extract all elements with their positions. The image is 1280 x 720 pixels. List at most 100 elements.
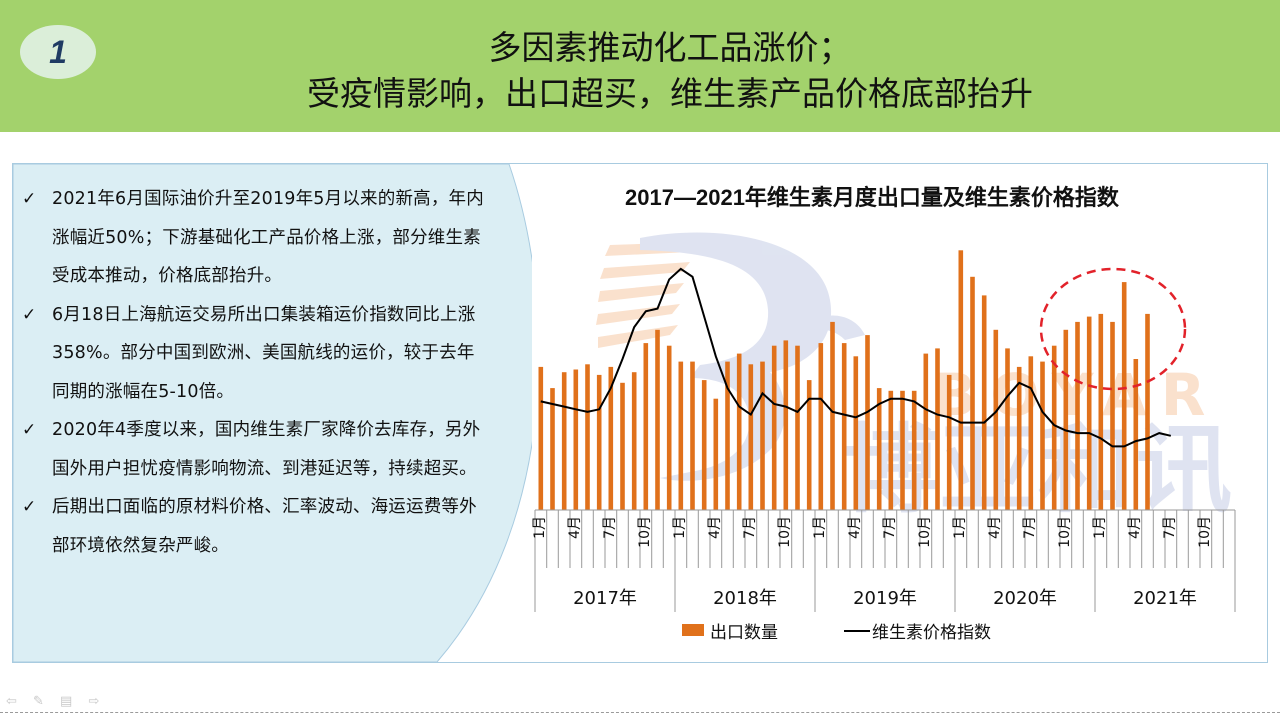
bar [736, 353, 742, 510]
bar [655, 329, 660, 510]
bullet-item: ✓ 2020年4季度以来，国内维生素厂家降价去库存，另外国外用户担忧疫情影响物流、… [22, 411, 492, 488]
bar [1086, 316, 1092, 510]
bar [865, 335, 870, 510]
year-label: 2020年 [993, 588, 1057, 609]
bar [876, 388, 882, 510]
month-tick-label: 10月 [637, 516, 653, 548]
bullet-text: 2020年4季度以来，国内维生素厂家降价去库存，另外国外用户担忧疫情影响物流、到… [52, 420, 481, 479]
month-tick-label: 10月 [777, 516, 793, 548]
bar [1133, 359, 1139, 510]
check-icon: ✓ [22, 189, 37, 209]
bar [1098, 313, 1104, 510]
month-tick-label: 4月 [987, 516, 1003, 539]
bar [608, 366, 614, 510]
month-tick-label: 7月 [742, 516, 758, 539]
legend-bar-label: 出口数量 [710, 623, 778, 643]
month-tick-label: 1月 [672, 516, 688, 539]
bar [1005, 348, 1010, 510]
bullet-item: ✓ 后期出口面临的原材料价格、汇率波动、海运运费等外部环境依然复杂严峻。 [22, 488, 492, 565]
month-tick-label: 10月 [917, 516, 933, 548]
check-icon: ✓ [22, 420, 37, 440]
bar [1145, 313, 1150, 510]
header-banner: 1 多因素推动化工品涨价； 受疫情影响，出口超买，维生素产品价格底部抬升 [0, 0, 1280, 132]
bottom-divider [0, 712, 1280, 713]
x-axis: 1月 4月 7月 10月 2017年 1月 4月 7月 10月 2018年 1月 4月 7月 10月 201… [532, 509, 1236, 612]
bar [853, 356, 859, 510]
bar [573, 369, 579, 510]
legend-bar-swatch [682, 624, 704, 636]
bar [1063, 329, 1069, 510]
bar [1051, 345, 1057, 510]
bar [1016, 366, 1022, 510]
bar [561, 372, 567, 510]
chart-title: 2017—2021年维生素月度出口量及维生素价格指数 [625, 185, 1120, 210]
bar [760, 361, 765, 510]
bar [981, 295, 987, 510]
slide-number-badge: 1 [20, 25, 96, 79]
legend-line-label: 维生素价格指数 [872, 623, 991, 643]
bar [585, 364, 590, 511]
month-tick-label: 7月 [1162, 516, 1178, 539]
bullet-item: ✓ 6月18日上海航运交易所出口集装箱运价指数同比上涨358%。部分中国到欧洲、美… [22, 296, 492, 412]
bullet-text: 2021年6月国际油价升至2019年5月以来的新高，年内涨幅近50%；下游基础化… [52, 189, 484, 286]
month-tick-label: 1月 [532, 516, 548, 539]
bar [1040, 361, 1045, 510]
bar [643, 343, 649, 510]
bar [946, 374, 952, 510]
month-tick-label: 7月 [882, 516, 898, 539]
year-label: 2019年 [853, 588, 917, 609]
month-tick-label: 10月 [1057, 516, 1073, 548]
bar [1028, 356, 1034, 510]
month-tick-label: 4月 [1127, 516, 1143, 539]
bar [970, 276, 975, 510]
bullet-text: 6月18日上海航运交易所出口集装箱运价指数同比上涨358%。部分中国到欧洲、美国… [52, 304, 476, 402]
year-label: 2021年 [1133, 588, 1197, 609]
check-icon: ✓ [22, 304, 37, 325]
bar [783, 340, 789, 510]
month-tick-label: 1月 [952, 516, 968, 539]
month-tick-label: 4月 [847, 516, 863, 539]
bar [888, 390, 894, 511]
bar [830, 321, 835, 510]
bar [1121, 282, 1127, 510]
slide-title-line2: 受疫情影响，出口超买，维生素产品价格底部抬升 [307, 74, 1033, 113]
bar [923, 353, 929, 510]
month-tick-label: 10月 [1197, 516, 1213, 548]
bar [841, 343, 847, 510]
bar [725, 361, 730, 510]
text-panel-background [12, 163, 532, 663]
bar [631, 372, 637, 510]
bar [818, 343, 824, 510]
bar [900, 390, 905, 511]
bullet-item: ✓ 2021年6月国际油价升至2019年5月以来的新高，年内涨幅近50%；下游基础… [22, 180, 492, 296]
bar [958, 250, 964, 511]
bar [701, 380, 707, 510]
bar [911, 390, 917, 511]
watermark-cn: 博亚和讯 [842, 414, 1234, 526]
month-tick-label: 4月 [707, 516, 723, 539]
slide-nav-icons[interactable]: ⇦ ✎ ▤ ⇨ [6, 694, 106, 709]
month-tick-label: 4月 [567, 516, 583, 539]
month-tick-label: 1月 [812, 516, 828, 539]
bar [678, 361, 684, 510]
chart-legend: 出口数量 维生素价格指数 [682, 623, 991, 643]
bar [935, 348, 940, 510]
bar [538, 366, 544, 510]
bar [795, 345, 800, 510]
watermark-en: BOYAR [932, 361, 1219, 429]
year-label: 2018年 [713, 588, 777, 609]
slide-title-line1: 多因素推动化工品涨价； [488, 28, 852, 67]
bar [596, 374, 602, 510]
bar-series [538, 250, 1150, 511]
watermark-logo: BOYAR 博亚和讯 [596, 232, 1234, 526]
price-index-line [540, 267, 1172, 448]
bullet-list: ✓ 2021年6月国际油价升至2019年5月以来的新高，年内涨幅近50%；下游基础… [22, 180, 492, 565]
month-tick-label: 7月 [1022, 516, 1038, 539]
bar [666, 345, 672, 510]
slide-number: 1 [49, 33, 67, 70]
check-icon: ✓ [22, 497, 37, 517]
month-tick-label: 1月 [1092, 516, 1108, 539]
bar [806, 380, 812, 510]
bar [620, 382, 625, 510]
